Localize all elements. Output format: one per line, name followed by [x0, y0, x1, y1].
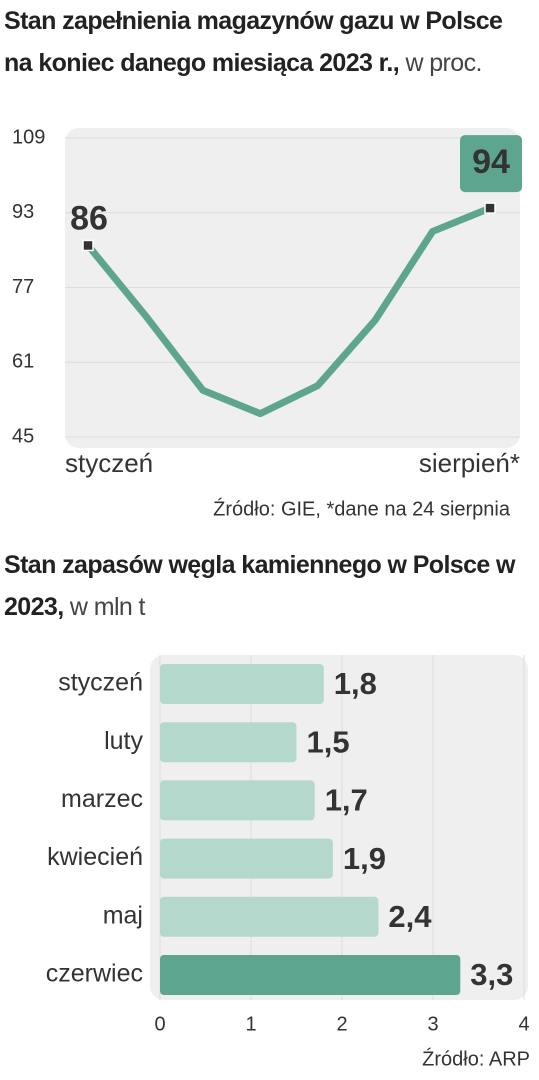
chart-title: Stan zapełnienia magazynów gazu w Polsce… [4, 7, 503, 77]
value-label: 1,8 [334, 666, 377, 701]
unit: w mln t [69, 593, 146, 621]
bar [160, 780, 315, 821]
plot-bg [150, 655, 528, 1000]
value-label: 1,9 [343, 841, 386, 876]
x-tick-label: 4 [518, 1013, 529, 1035]
y-tick-label: marzec [61, 785, 143, 813]
y-tick-label: luty [104, 727, 143, 755]
x-tick-label: 3 [427, 1013, 438, 1035]
y-tick-label: maj [103, 901, 143, 929]
x-tick-label: 0 [154, 1013, 165, 1035]
x-tick-label: styczeń [65, 448, 153, 478]
y-tick-label: 45 [12, 425, 34, 447]
x-tick-label: sierpień* [419, 448, 520, 478]
y-tick-label: styczeń [58, 669, 143, 697]
bar [160, 896, 379, 937]
bar [160, 955, 461, 995]
source: Źródło: ARP [422, 1047, 530, 1070]
chart-title: Stan zapasów węgla kamiennego w Polsce w… [4, 551, 515, 621]
y-tick-label: 61 [12, 351, 34, 373]
marker [82, 239, 94, 252]
line [85, 204, 492, 418]
y-tick-label: czerwiec [46, 960, 143, 988]
y-tick-label: kwiecień [47, 843, 143, 871]
y-tick-label: 77 [12, 276, 34, 298]
bar [160, 664, 324, 704]
x-tick-label: 1 [245, 1013, 256, 1035]
source: Źródło: GIE, *dane na 24 sierpnia [213, 497, 511, 520]
y-tick-label: 93 [12, 201, 34, 223]
x-tick-label: 2 [336, 1013, 347, 1035]
value-label: 1,7 [325, 783, 368, 818]
chart-title-block: Stan zapełnienia magazynów gazu w Polsce… [4, 0, 534, 84]
value-label: 3,3 [470, 957, 513, 992]
bar [160, 722, 297, 763]
bar [160, 838, 333, 879]
chart-title-block: Stan zapasów węgla kamiennego w Polsce w… [4, 544, 534, 628]
marker [484, 202, 496, 214]
value-label: 2,4 [388, 899, 432, 934]
y-tick-label: 109 [12, 126, 45, 148]
value-label: 86 [70, 199, 108, 237]
label-box [460, 135, 522, 193]
unit: w proc. [405, 49, 482, 77]
value-label: 1,5 [307, 724, 350, 759]
value-label: 94 [472, 143, 510, 181]
